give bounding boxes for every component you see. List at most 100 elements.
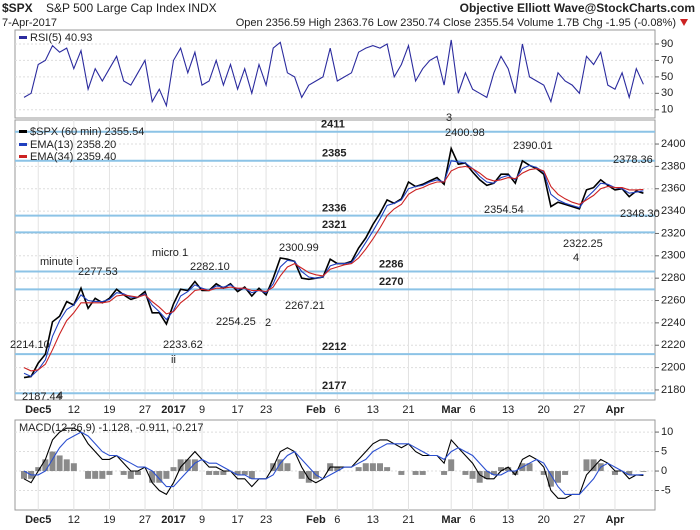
x-tick-label: Dec5 [25, 514, 51, 526]
hist-bar [63, 459, 70, 472]
level-label: 2286 [379, 258, 403, 270]
level-label: 2212 [322, 341, 346, 353]
x-tick-label: 12 [68, 514, 80, 526]
hist-bar [355, 467, 362, 472]
hist-bar [476, 471, 483, 483]
hist-bar [377, 463, 383, 472]
level-label: 2270 [379, 276, 403, 288]
x-tick-label: Mar [441, 404, 461, 416]
level-label: 2336 [322, 202, 346, 214]
level-label: 2177 [322, 380, 346, 392]
x-tick-label: 6 [334, 514, 340, 526]
y-tick-label: 2180 [661, 384, 685, 396]
x-tick-label: 17 [231, 514, 243, 526]
hist-bar [334, 467, 341, 472]
hist-bar [134, 471, 141, 475]
hist-bar [177, 459, 184, 472]
x-tick-label: 27 [139, 404, 151, 416]
x-tick-label: 2017 [161, 404, 185, 416]
x-tick-label: 21 [402, 514, 414, 526]
wave-label: micro 1 [152, 247, 188, 259]
hist-bar [555, 471, 561, 483]
y-tick-label: 2220 [661, 339, 685, 351]
x-tick-label: Apr [605, 514, 625, 526]
x-tick-label: 13 [502, 514, 514, 526]
x-tick-label: 21 [402, 404, 414, 416]
x-tick-label: 19 [103, 514, 115, 526]
price-label: 2390.01 [513, 140, 553, 152]
x-tick-label: 27 [573, 404, 585, 416]
hist-bar [369, 463, 376, 472]
level-label: 2385 [322, 148, 346, 160]
x-tick-label: 6 [469, 404, 475, 416]
hist-bar [170, 467, 177, 472]
hist-bar [35, 467, 42, 472]
hist-bar [512, 471, 519, 475]
y-tick-label: 2320 [661, 227, 685, 239]
hist-bar [298, 471, 305, 479]
hist-bar [505, 467, 512, 472]
hist-bar [384, 467, 391, 472]
date: 7-Apr-2017 [2, 17, 57, 29]
y-tick-label: 2260 [661, 294, 685, 306]
y-tick-label: 90 [661, 38, 673, 50]
series-line [23, 39, 644, 108]
credit: Objective Elliott Wave@StockCharts.com [460, 1, 695, 15]
x-tick-label: 20 [538, 514, 550, 526]
x-tick-label: 6 [469, 514, 475, 526]
legend-label: RSI(5) 40.93 [30, 32, 92, 44]
hist-bar [92, 471, 99, 479]
hist-bar [56, 455, 63, 472]
legend-swatch [19, 143, 27, 146]
symbol: $SPX [2, 1, 33, 15]
hist-bar [213, 471, 220, 475]
series-line [23, 145, 644, 379]
y-tick-label: 50 [661, 71, 673, 83]
y-tick-label: 10 [661, 104, 673, 116]
hist-bar [547, 471, 554, 487]
hist-bar [590, 459, 597, 472]
legend-label: $SPX (60 min) 2355.54 [30, 126, 144, 138]
hist-bar [362, 463, 369, 472]
hist-bar [412, 471, 419, 475]
x-tick-label: Feb [306, 404, 326, 416]
price-label: 2277.53 [78, 266, 118, 278]
legend-swatch [19, 36, 27, 39]
hist-bar [85, 471, 92, 479]
y-tick-label: 5 [661, 445, 667, 457]
wave-label: minute i [40, 256, 79, 268]
x-tick-label: 9 [199, 404, 205, 416]
x-tick-label: 23 [260, 514, 272, 526]
price-label: 2348.30 [620, 208, 660, 220]
hist-bar [42, 459, 49, 472]
hist-bar [163, 471, 170, 479]
legend-label: EMA(34) 2359.40 [30, 151, 116, 163]
price-label: 2187.44 [22, 391, 62, 403]
hist-bar [120, 471, 127, 475]
x-tick-label: 17 [231, 404, 243, 416]
hist-bar [277, 459, 284, 472]
x-tick-label: Apr [605, 404, 625, 416]
hist-bar [156, 471, 163, 483]
price-label: 2233.62 [163, 339, 203, 351]
hist-bar [191, 459, 198, 472]
price-label: 2282.10 [190, 261, 230, 273]
series-line [23, 431, 644, 495]
price-label: 2254.25 [216, 316, 256, 328]
price-label: 2214.10 [10, 339, 50, 351]
hist-bar [441, 471, 448, 475]
hist-bar [127, 471, 134, 479]
x-tick-label: 13 [367, 404, 379, 416]
x-tick-label: 12 [68, 404, 80, 416]
x-tick-label: 27 [573, 514, 585, 526]
x-tick-label: 23 [260, 404, 272, 416]
hist-bar [206, 471, 213, 475]
wave-label: 4 [573, 252, 579, 264]
x-tick-label: 13 [502, 404, 514, 416]
level-label: 2411 [321, 119, 345, 131]
series-line [23, 427, 644, 499]
hist-bar [149, 471, 156, 483]
quote: Open 2356.59 High 2363.76 Low 2350.74 Cl… [236, 17, 676, 29]
wave-label: 2 [265, 317, 271, 329]
price-label: 2267.21 [285, 300, 325, 312]
